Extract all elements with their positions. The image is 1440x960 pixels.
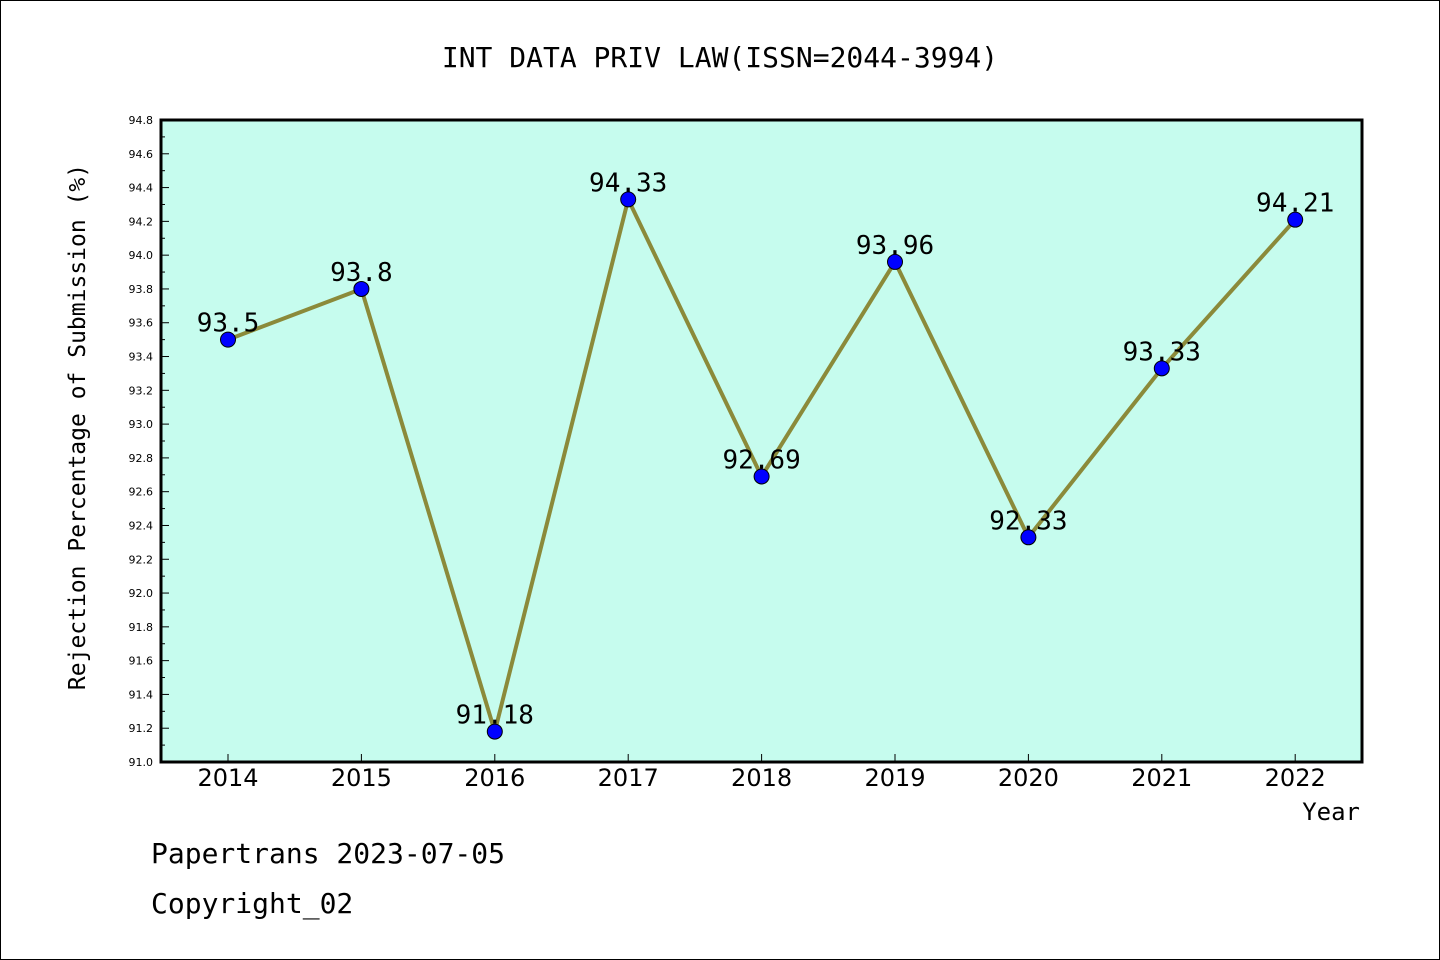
y-tick-label: 94.6 [129,148,154,161]
data-point-marker [353,280,370,297]
y-tick-label: 91.4 [129,688,154,701]
data-point-label: 93.5 [197,309,260,339]
y-tick-label: 93.6 [129,317,154,330]
footer-date-text: Papertrans 2023-07-05 [151,837,506,870]
data-point-label: 94.21 [1256,189,1334,219]
x-tick-label: 2020 [998,764,1059,792]
y-axis-label: Rejection Percentage of Submission (%) [65,164,91,690]
data-point-label: 93.96 [856,231,934,261]
y-tick-label: 92.2 [129,553,154,566]
data-point-label: 92.69 [722,445,800,475]
y-tick-label: 93.8 [129,283,154,296]
y-tick-label: 91.2 [129,722,154,735]
x-tick-label: 2017 [598,764,659,792]
x-tick-label: 2019 [864,764,925,792]
y-tick-label: 93.0 [129,418,154,431]
chart-title: INT DATA PRIV LAW(ISSN=2044-3994) [442,41,998,74]
x-tick-label: 2015 [331,764,392,792]
plot-area [159,118,1364,764]
data-point-label: 93.33 [1123,337,1201,367]
y-tick-label: 94.2 [129,215,154,228]
y-tick-label: 94.8 [129,114,154,127]
data-point-marker [620,191,637,208]
y-tick-label: 91.0 [129,756,154,769]
data-point-marker [1153,360,1170,377]
y-tick-label: 94.0 [129,249,154,262]
y-tick-label: 92.4 [129,519,154,532]
y-tick-label: 94.4 [129,182,154,195]
y-tick-label: 93.2 [129,384,154,397]
data-point-marker [220,331,236,348]
y-tick-label: 92.8 [129,452,154,465]
footer-copyright-text: Copyright_02 [151,887,354,920]
data-point-marker [1020,529,1037,546]
data-point-marker [887,253,903,270]
x-tick-label: 2014 [197,764,258,792]
y-tick-label: 92.0 [129,587,154,600]
data-point-marker [1287,211,1304,228]
data-point-marker [486,723,503,740]
data-point-label: 91.18 [456,701,534,731]
y-axis: 91.0 91.2 91.4 91.6 91.8 92.0 92.2 92.4 92.6 92.8… [129,114,169,769]
y-tick-label: 91.6 [129,655,154,668]
data-point-marker [753,468,770,485]
x-axis: 2014 2015 2016 2017 2018 2019 2020 2021 2022 [197,754,1326,792]
y-tick-label: 92.6 [129,486,154,499]
x-axis-label: Year [1302,798,1360,826]
y-tick-label: 91.8 [129,621,154,634]
x-tick-label: 2021 [1131,764,1192,792]
data-point-label: 94.33 [589,168,667,198]
x-tick-label: 2016 [464,764,525,792]
data-point-label: 92.33 [989,506,1067,536]
x-tick-label: 2022 [1265,764,1326,792]
series-line: 93.5 93.8 91.18 94.33 92.69 93.96 92.33 93.33 94… [197,168,1334,740]
x-tick-label: 2018 [731,764,792,792]
data-point-label: 93.8 [330,258,393,288]
y-tick-label: 93.4 [129,351,154,364]
